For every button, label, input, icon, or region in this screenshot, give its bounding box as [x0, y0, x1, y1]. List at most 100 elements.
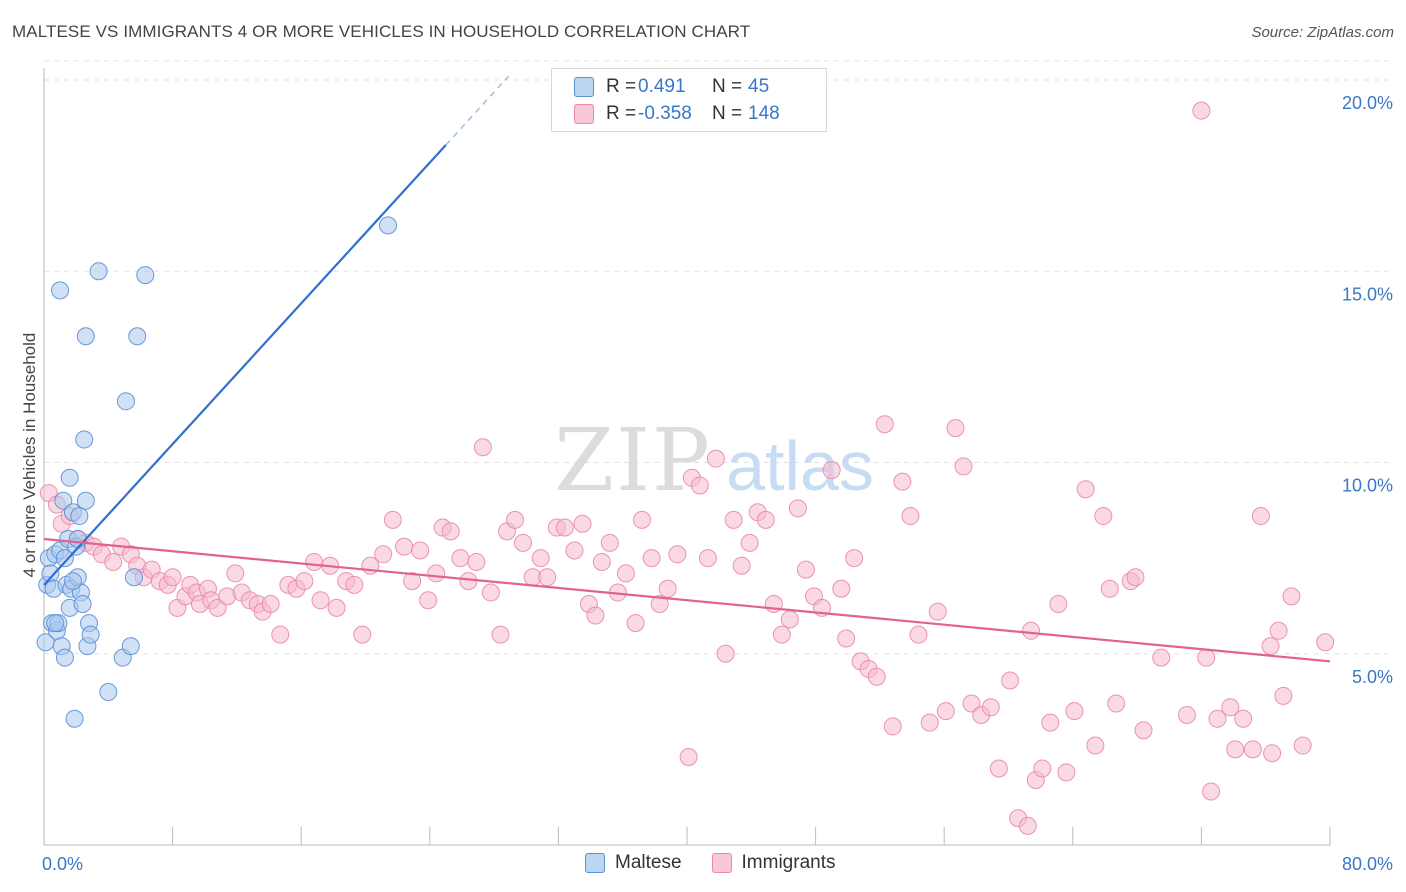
- n-label: N =: [712, 103, 743, 124]
- maltese-point: [46, 614, 65, 633]
- immigrants-point: [1261, 637, 1280, 656]
- maltese-trend-extension: [445, 75, 510, 146]
- immigrants-point: [845, 549, 864, 568]
- immigrants-point: [1022, 621, 1041, 640]
- immigrants-point: [1100, 579, 1119, 598]
- immigrants-point: [837, 629, 856, 648]
- source-label: Source: ZipAtlas.com: [1251, 24, 1394, 41]
- watermark-zip: ZIP: [554, 411, 712, 511]
- immigrants-point: [716, 644, 735, 663]
- immigrants-point: [1208, 709, 1227, 728]
- maltese-point: [55, 549, 74, 568]
- immigrants-point: [261, 595, 280, 614]
- y-tick-label: 10.0%: [1342, 476, 1393, 496]
- maltese-point: [73, 595, 92, 614]
- immigrants-point: [724, 510, 743, 529]
- maltese-point: [89, 262, 108, 281]
- immigrants-point: [1226, 740, 1245, 759]
- immigrants-point: [1282, 587, 1301, 606]
- r-value: -0.358: [638, 103, 692, 124]
- immigrants-point: [1274, 686, 1293, 705]
- immigrants-point: [796, 560, 815, 579]
- immigrants-point: [668, 545, 687, 564]
- immigrants-point: [459, 572, 478, 591]
- immigrants-point: [679, 748, 698, 767]
- immigrants-point: [305, 552, 324, 571]
- y-axis-label: 4 or more Vehicles in Household: [20, 332, 39, 578]
- immigrants-point: [491, 625, 510, 644]
- immigrants-trend-line: [43, 537, 1331, 663]
- immigrants-point: [780, 610, 799, 629]
- immigrants-point: [650, 595, 669, 614]
- r-label: R =: [606, 103, 637, 124]
- immigrants-point: [1243, 740, 1262, 759]
- immigrants-point: [295, 572, 314, 591]
- immigrants-point: [1057, 763, 1076, 782]
- chart-title: MALTESE VS IMMIGRANTS 4 OR MORE VEHICLES…: [12, 22, 751, 41]
- immigrants-point: [104, 552, 123, 571]
- immigrants-point: [1202, 782, 1221, 801]
- maltese-point: [116, 392, 135, 411]
- immigrants-swatch: [711, 853, 732, 873]
- maltese-point: [76, 327, 95, 346]
- immigrants-point: [1033, 759, 1052, 778]
- immigrants-point: [1041, 713, 1060, 732]
- immigrants-point: [788, 499, 807, 518]
- immigrants-point: [1177, 705, 1196, 724]
- immigrants-point: [1049, 595, 1068, 614]
- immigrants-point: [981, 698, 1000, 717]
- immigrants-point: [1001, 671, 1020, 690]
- watermark-atlas: atlas: [726, 427, 874, 505]
- immigrants-point: [732, 556, 751, 575]
- immigrants-point: [1251, 507, 1270, 526]
- maltese-point: [70, 507, 89, 526]
- maltese-swatch: [574, 77, 594, 97]
- immigrants-point: [901, 507, 920, 526]
- immigrants-point: [772, 625, 791, 644]
- legend-label-maltese: Maltese: [615, 852, 682, 873]
- immigrants-point: [419, 591, 438, 610]
- immigrants-point: [1197, 648, 1216, 667]
- immigrants-point: [1086, 736, 1105, 755]
- immigrants-point: [395, 537, 414, 556]
- y-tick-label: 5.0%: [1352, 667, 1393, 687]
- immigrants-point: [875, 415, 894, 434]
- x-tick-label: 0.0%: [42, 854, 83, 874]
- n-value: 148: [748, 103, 780, 124]
- maltese-point: [54, 491, 73, 510]
- immigrants-point: [1076, 480, 1095, 499]
- legend-item-maltese[interactable]: Maltese: [585, 852, 682, 874]
- immigrants-point: [962, 694, 981, 713]
- immigrants-point: [481, 583, 500, 602]
- immigrants-point: [1192, 101, 1211, 120]
- maltese-point: [75, 430, 94, 449]
- immigrants-point: [538, 568, 557, 587]
- immigrants-point: [531, 549, 550, 568]
- maltese-point: [125, 568, 144, 587]
- immigrants-point: [311, 591, 330, 610]
- immigrants-point: [505, 510, 524, 529]
- immigrants-point: [600, 533, 619, 552]
- maltese-trend-line: [43, 144, 447, 586]
- immigrants-point: [616, 564, 635, 583]
- immigrants-swatch: [574, 104, 594, 124]
- immigrants-point: [893, 472, 912, 491]
- immigrants-point: [642, 549, 661, 568]
- immigrants-point: [909, 625, 928, 644]
- immigrants-point: [271, 625, 290, 644]
- immigrants-point: [706, 449, 725, 468]
- immigrants-point: [514, 533, 533, 552]
- immigrants-point: [441, 522, 460, 541]
- immigrants-point: [626, 614, 645, 633]
- immigrants-point: [1018, 816, 1037, 835]
- immigrants-point: [403, 572, 422, 591]
- immigrants-point: [226, 564, 245, 583]
- x-tick-label: 80.0%: [1342, 854, 1393, 874]
- n-value: 45: [748, 76, 770, 97]
- immigrants-point: [1234, 709, 1253, 728]
- maltese-point: [76, 491, 95, 510]
- immigrants-point: [573, 514, 592, 533]
- legend-item-immigrants[interactable]: Immigrants: [711, 852, 836, 874]
- immigrants-point: [822, 461, 841, 480]
- immigrants-point: [867, 667, 886, 686]
